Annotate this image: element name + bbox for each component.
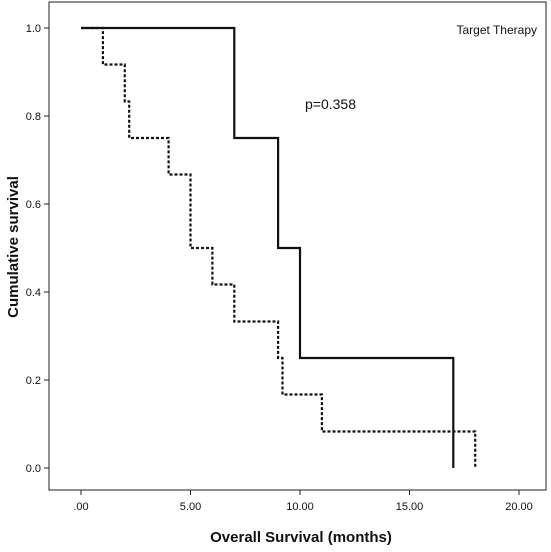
p-value-annotation: p=0.358 — [305, 96, 356, 112]
dotted-survival-curve — [81, 26, 477, 468]
solid-survival-curve — [81, 26, 455, 468]
y-tick-label: 0.2 — [26, 375, 41, 387]
y-tick-label: 0.6 — [26, 199, 41, 211]
x-tick-label: 15.00 — [396, 501, 424, 513]
series-layer — [81, 26, 477, 468]
y-axis: 0.0 0.2 0.4 0.6 0.8 1.0 — [26, 23, 49, 475]
plot-frame — [48, 1, 547, 491]
x-axis: .00 5.00 10.00 15.00 20.00 — [73, 490, 533, 513]
x-tick-label: 5.00 — [180, 501, 201, 513]
y-tick-label: 0.0 — [26, 463, 41, 475]
x-tick-label: 10.00 — [286, 501, 314, 513]
x-axis-title: Overall Survival (months) — [210, 529, 392, 546]
corner-label: Target Therapy — [457, 23, 538, 37]
x-tick-label: .00 — [73, 501, 88, 513]
y-tick-label: 0.4 — [26, 287, 41, 299]
y-tick-label: 0.8 — [26, 111, 41, 123]
y-axis-title: Cumulative survival — [5, 176, 22, 318]
y-tick-label: 1.0 — [26, 23, 41, 35]
x-tick-label: 20.00 — [505, 501, 533, 513]
